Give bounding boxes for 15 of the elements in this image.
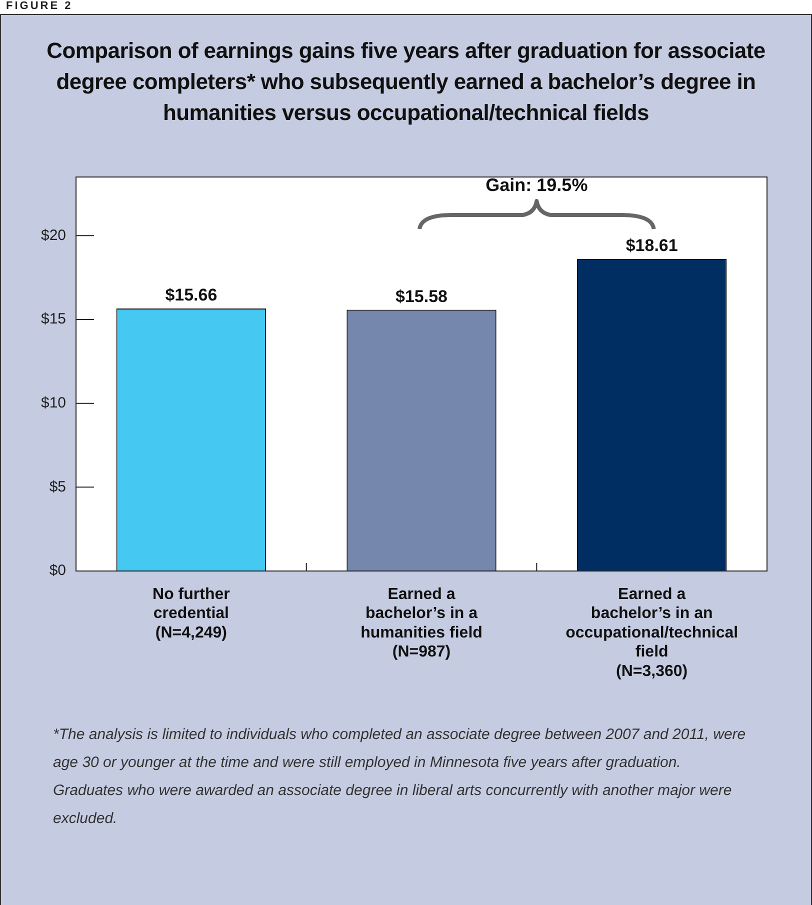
y-tick-label: $20 (40, 226, 66, 244)
y-tick-label: $0 (49, 562, 66, 580)
x-tick-label: No further credential (N=4,249) (152, 586, 230, 642)
data-label: $15.66 (165, 286, 218, 305)
text: *The analysis is limited to individuals who completed an associate degree between 2007 and 2011, were age 30 or younger at the time and were still employed in Minnesota five years after graduation. Graduates who were awarded an associate degree in liberal arts concurrently with another major were excluded. (53, 725, 747, 829)
y-tick-label: $10 (40, 394, 66, 412)
y-tick-label: $15 (40, 310, 66, 328)
x-tick-label: Earned a bachelor’s in an occupational/technical field (N=3,360) (566, 586, 738, 680)
y-tick-label: $5 (49, 478, 66, 496)
caption: FIGURE 2 (6, 0, 73, 13)
x-tick-label: Earned a bachelor’s in a humanities field (N=987) (360, 586, 482, 661)
data-label: $15.58 (396, 286, 448, 306)
chart-title: Comparison of earnings gains five years after graduation for associate degree completers* who subsequently earned a bachelor’s degree in humanities versus occupational/technical fields (46, 37, 766, 127)
data-label: $18.61 (626, 236, 678, 256)
annotation: Gain: 19.5% (486, 174, 588, 195)
